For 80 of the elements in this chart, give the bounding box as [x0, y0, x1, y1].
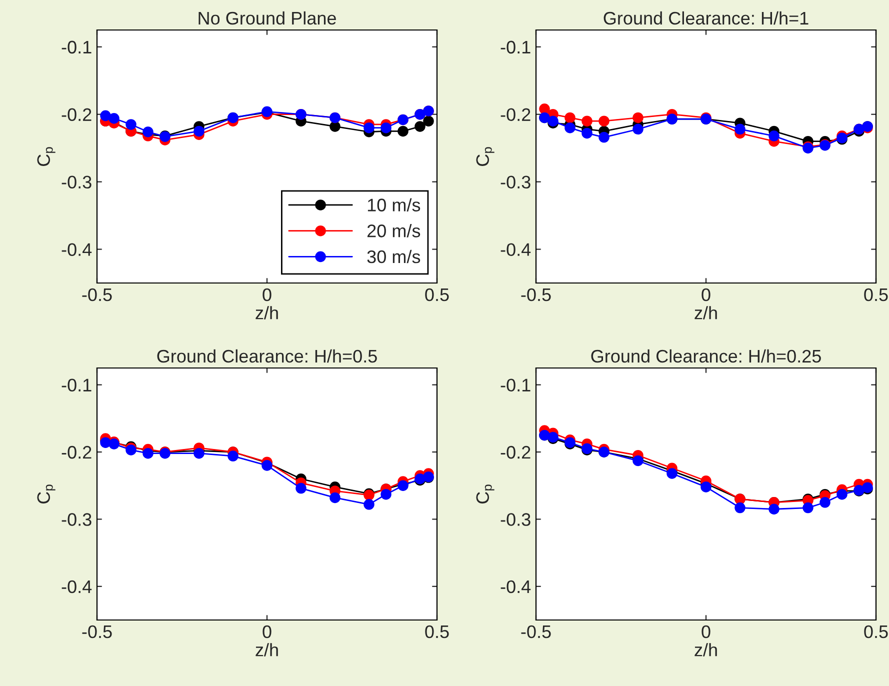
y-tick-label: -0.3 — [500, 513, 530, 526]
point — [296, 482, 306, 494]
y-tick-label: -0.1 — [62, 378, 92, 392]
point — [398, 126, 408, 137]
point — [414, 121, 426, 132]
x-tick-label: -0.5 — [82, 625, 112, 638]
legend-label: 20 m/s — [367, 224, 420, 238]
x-tick-label: -0.5 — [521, 625, 551, 638]
point — [380, 488, 392, 500]
x-tick-label: 0 — [262, 288, 272, 302]
chart-title: Ground Clearance: H/h=0.25 — [591, 349, 821, 363]
point — [364, 122, 374, 134]
y-tick-label: -0.1 — [500, 40, 530, 54]
y-tick-label: -0.3 — [500, 176, 530, 189]
point — [734, 124, 746, 135]
point — [820, 497, 830, 508]
y-tick-label: -0.3 — [62, 176, 92, 189]
point — [142, 448, 154, 459]
point — [768, 504, 780, 514]
y-tick-label: -0.4 — [500, 580, 531, 594]
point — [700, 482, 712, 492]
point — [582, 128, 592, 139]
point — [330, 121, 340, 132]
x-tick-label: 0.5 — [425, 288, 449, 302]
x-axis-title: z/h — [256, 643, 278, 656]
y-tick-label: -0.2 — [62, 446, 92, 459]
x-tick-label: -0.5 — [521, 288, 551, 302]
x-axis-title: z/h — [694, 306, 717, 320]
point — [142, 126, 154, 138]
y-axis-title: C$_{p}$ — [476, 484, 494, 504]
point — [632, 112, 644, 124]
x-axis-title: z/h — [256, 306, 278, 320]
legend-label: 10 m/s — [368, 198, 420, 212]
y-tick-label: -0.4 — [62, 580, 92, 594]
point — [194, 126, 204, 137]
point — [836, 488, 848, 500]
point — [632, 124, 644, 135]
x-tick-label: 0 — [702, 288, 710, 302]
x-tick-label: -0.5 — [82, 288, 112, 302]
y-tick-label: -0.1 — [62, 40, 92, 54]
point — [666, 468, 678, 479]
y-tick-label: -0.2 — [62, 108, 92, 122]
point — [564, 112, 576, 124]
point — [108, 113, 120, 124]
point — [364, 499, 374, 510]
point — [598, 116, 610, 126]
point — [330, 492, 340, 504]
chart-title: No Ground Plane — [198, 11, 336, 25]
point — [539, 104, 550, 114]
y-axis-title: C$_{p}$ — [37, 484, 56, 504]
point — [598, 132, 610, 143]
point — [768, 130, 780, 142]
legend-label: 30 m/s — [367, 250, 420, 264]
y-tick-label: -0.4 — [500, 243, 531, 256]
y-tick-label: -0.3 — [62, 513, 92, 526]
y-tick-label: -0.2 — [500, 446, 530, 459]
point — [126, 119, 136, 130]
x-tick-label: 0 — [702, 625, 710, 638]
point — [564, 122, 576, 134]
x-tick-label: 0.5 — [864, 625, 888, 638]
x-tick-label: 0.5 — [425, 625, 449, 638]
point — [423, 116, 434, 126]
point — [380, 122, 392, 134]
y-axis-title: C$_{p}$ — [476, 147, 494, 166]
point — [194, 448, 204, 459]
y-tick-label: -0.1 — [500, 378, 530, 392]
point — [582, 116, 592, 126]
point — [802, 502, 814, 514]
point — [262, 460, 272, 471]
x-tick-label: 0.5 — [864, 288, 888, 302]
point — [734, 502, 746, 514]
y-axis-title: C$_{p}$ — [37, 147, 56, 166]
point — [228, 450, 238, 462]
chart-title: Ground Clearance: H/h=0.5 — [157, 349, 377, 363]
x-axis-title: z/h — [694, 643, 717, 656]
chart-title: Ground Clearance: H/h=1 — [604, 11, 808, 25]
point — [100, 110, 111, 122]
x-tick-label: 0 — [262, 625, 272, 638]
y-tick-label: -0.4 — [62, 243, 92, 256]
y-tick-label: -0.2 — [500, 108, 530, 122]
